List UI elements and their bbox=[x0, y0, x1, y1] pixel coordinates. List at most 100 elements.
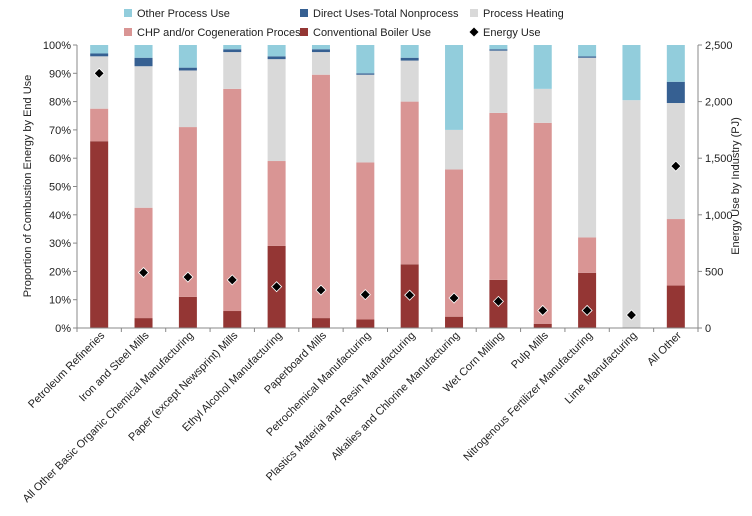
bar-segment bbox=[622, 100, 641, 328]
bar-segment bbox=[90, 56, 109, 109]
bar-segment bbox=[578, 237, 597, 273]
y-tick-label: 80% bbox=[49, 97, 71, 109]
bar-segment bbox=[223, 52, 242, 89]
energy-use-marker bbox=[182, 271, 194, 283]
legend-label: Other Process Use bbox=[137, 8, 230, 20]
bar-segment bbox=[489, 45, 508, 50]
bar-segment bbox=[400, 60, 419, 102]
bar-segment bbox=[533, 88, 552, 123]
bar-segment bbox=[178, 67, 197, 71]
x-tick-label: All Other Basic Organic Chemical Manufac… bbox=[21, 330, 196, 505]
bar-segment bbox=[90, 45, 109, 54]
y-tick-label: 10% bbox=[49, 295, 71, 307]
energy-use-marker bbox=[537, 304, 549, 317]
bar-segment bbox=[267, 161, 286, 246]
bar-segment bbox=[356, 45, 375, 74]
x-tick-label: Pulp Mills bbox=[509, 329, 551, 371]
bar-segment bbox=[178, 45, 197, 68]
energy-use-marker bbox=[93, 67, 105, 79]
legend-swatch bbox=[300, 9, 308, 17]
y-tick-label: 60% bbox=[49, 153, 71, 165]
y-tick-label: 20% bbox=[49, 266, 71, 278]
bar-segment bbox=[400, 45, 419, 58]
bar-segment bbox=[267, 59, 286, 162]
y-tick-label: 70% bbox=[49, 125, 71, 137]
bar-segment bbox=[178, 70, 197, 128]
bar-segment bbox=[223, 88, 242, 312]
energy-use-markers bbox=[93, 67, 682, 321]
energy-use-marker bbox=[581, 304, 593, 317]
bar-segment bbox=[90, 53, 109, 57]
bar-segment bbox=[666, 45, 685, 82]
y-tick-label: 40% bbox=[49, 210, 71, 222]
bar-segment bbox=[489, 112, 508, 280]
legend-swatch bbox=[470, 9, 478, 17]
x-tick-label: Petroleum Refineries bbox=[26, 329, 107, 410]
energy-use-marker bbox=[359, 289, 371, 301]
energy-use-marker bbox=[137, 266, 150, 279]
energy-use-marker bbox=[625, 309, 638, 321]
bar-segment bbox=[445, 316, 464, 328]
legend-swatch bbox=[124, 9, 132, 17]
legend-swatch-diamond bbox=[469, 27, 479, 37]
y2-tick-label: 0 bbox=[705, 323, 711, 335]
energy-use-marker bbox=[670, 160, 682, 172]
bar-segment bbox=[134, 66, 153, 208]
bar-segment bbox=[578, 272, 597, 328]
bar-segment bbox=[311, 52, 330, 75]
bar-segment bbox=[134, 207, 153, 319]
bar-segment bbox=[134, 45, 153, 58]
y2-tick-label: 1,500 bbox=[705, 153, 733, 165]
bar-segment bbox=[311, 49, 330, 53]
bar-segment bbox=[90, 108, 109, 142]
bar-segment bbox=[178, 296, 197, 328]
y2-tick-label: 2,500 bbox=[705, 40, 733, 52]
bar-segment bbox=[223, 311, 242, 328]
legend-label: Conventional Boiler Use bbox=[313, 27, 431, 39]
y2-tick-label: 1,000 bbox=[705, 210, 733, 222]
bar-segment bbox=[533, 45, 552, 89]
bar-segment bbox=[134, 318, 153, 328]
bar-segment bbox=[489, 49, 508, 51]
legend-item: Other Process Use bbox=[124, 8, 230, 20]
legend-swatch bbox=[124, 28, 132, 36]
bar-segment bbox=[356, 74, 375, 163]
legend-label: CHP and/or Cogeneration Process bbox=[137, 27, 307, 39]
bar-segment bbox=[223, 45, 242, 50]
bar-segment bbox=[489, 50, 508, 113]
y2-tick-label: 2,000 bbox=[705, 97, 733, 109]
y-tick-label: 90% bbox=[49, 68, 71, 80]
energy-use-marker bbox=[492, 295, 504, 307]
bar-segment bbox=[134, 57, 153, 67]
bar-segment bbox=[267, 56, 286, 60]
bar-segment bbox=[445, 45, 464, 130]
x-tick-label: All Other bbox=[645, 329, 684, 368]
bar-segment bbox=[578, 45, 597, 57]
y-tick-label: 100% bbox=[43, 40, 71, 52]
y-tick-label: 0% bbox=[55, 323, 71, 335]
bar-segment bbox=[356, 73, 375, 75]
y-tick-label: 30% bbox=[49, 238, 71, 250]
bar-segment bbox=[178, 127, 197, 297]
bar-segment bbox=[311, 318, 330, 328]
bar-segment bbox=[578, 57, 597, 238]
bar-segment bbox=[533, 323, 552, 328]
legend-item: Direct Uses-Total Nonprocess bbox=[300, 8, 459, 20]
bar-segment bbox=[666, 285, 685, 328]
energy-use-marker bbox=[226, 274, 238, 286]
legend-item: Conventional Boiler Use bbox=[300, 27, 431, 39]
y2-tick-label: 500 bbox=[705, 266, 723, 278]
bar-segment bbox=[267, 45, 286, 57]
energy-use-marker bbox=[271, 281, 283, 293]
legend-label: Direct Uses-Total Nonprocess bbox=[313, 8, 459, 20]
bar-segment bbox=[311, 45, 330, 50]
legend-label: Energy Use bbox=[483, 27, 540, 39]
bar-segment bbox=[666, 81, 685, 104]
legend-item: Process Heating bbox=[470, 8, 564, 20]
bar-segment bbox=[578, 56, 597, 58]
bar-segment bbox=[356, 319, 375, 328]
bar-segment bbox=[223, 49, 242, 53]
bar-segment bbox=[445, 169, 464, 317]
legend-item: CHP and/or Cogeneration Process bbox=[124, 27, 307, 39]
legend-item: Energy Use bbox=[469, 27, 540, 39]
